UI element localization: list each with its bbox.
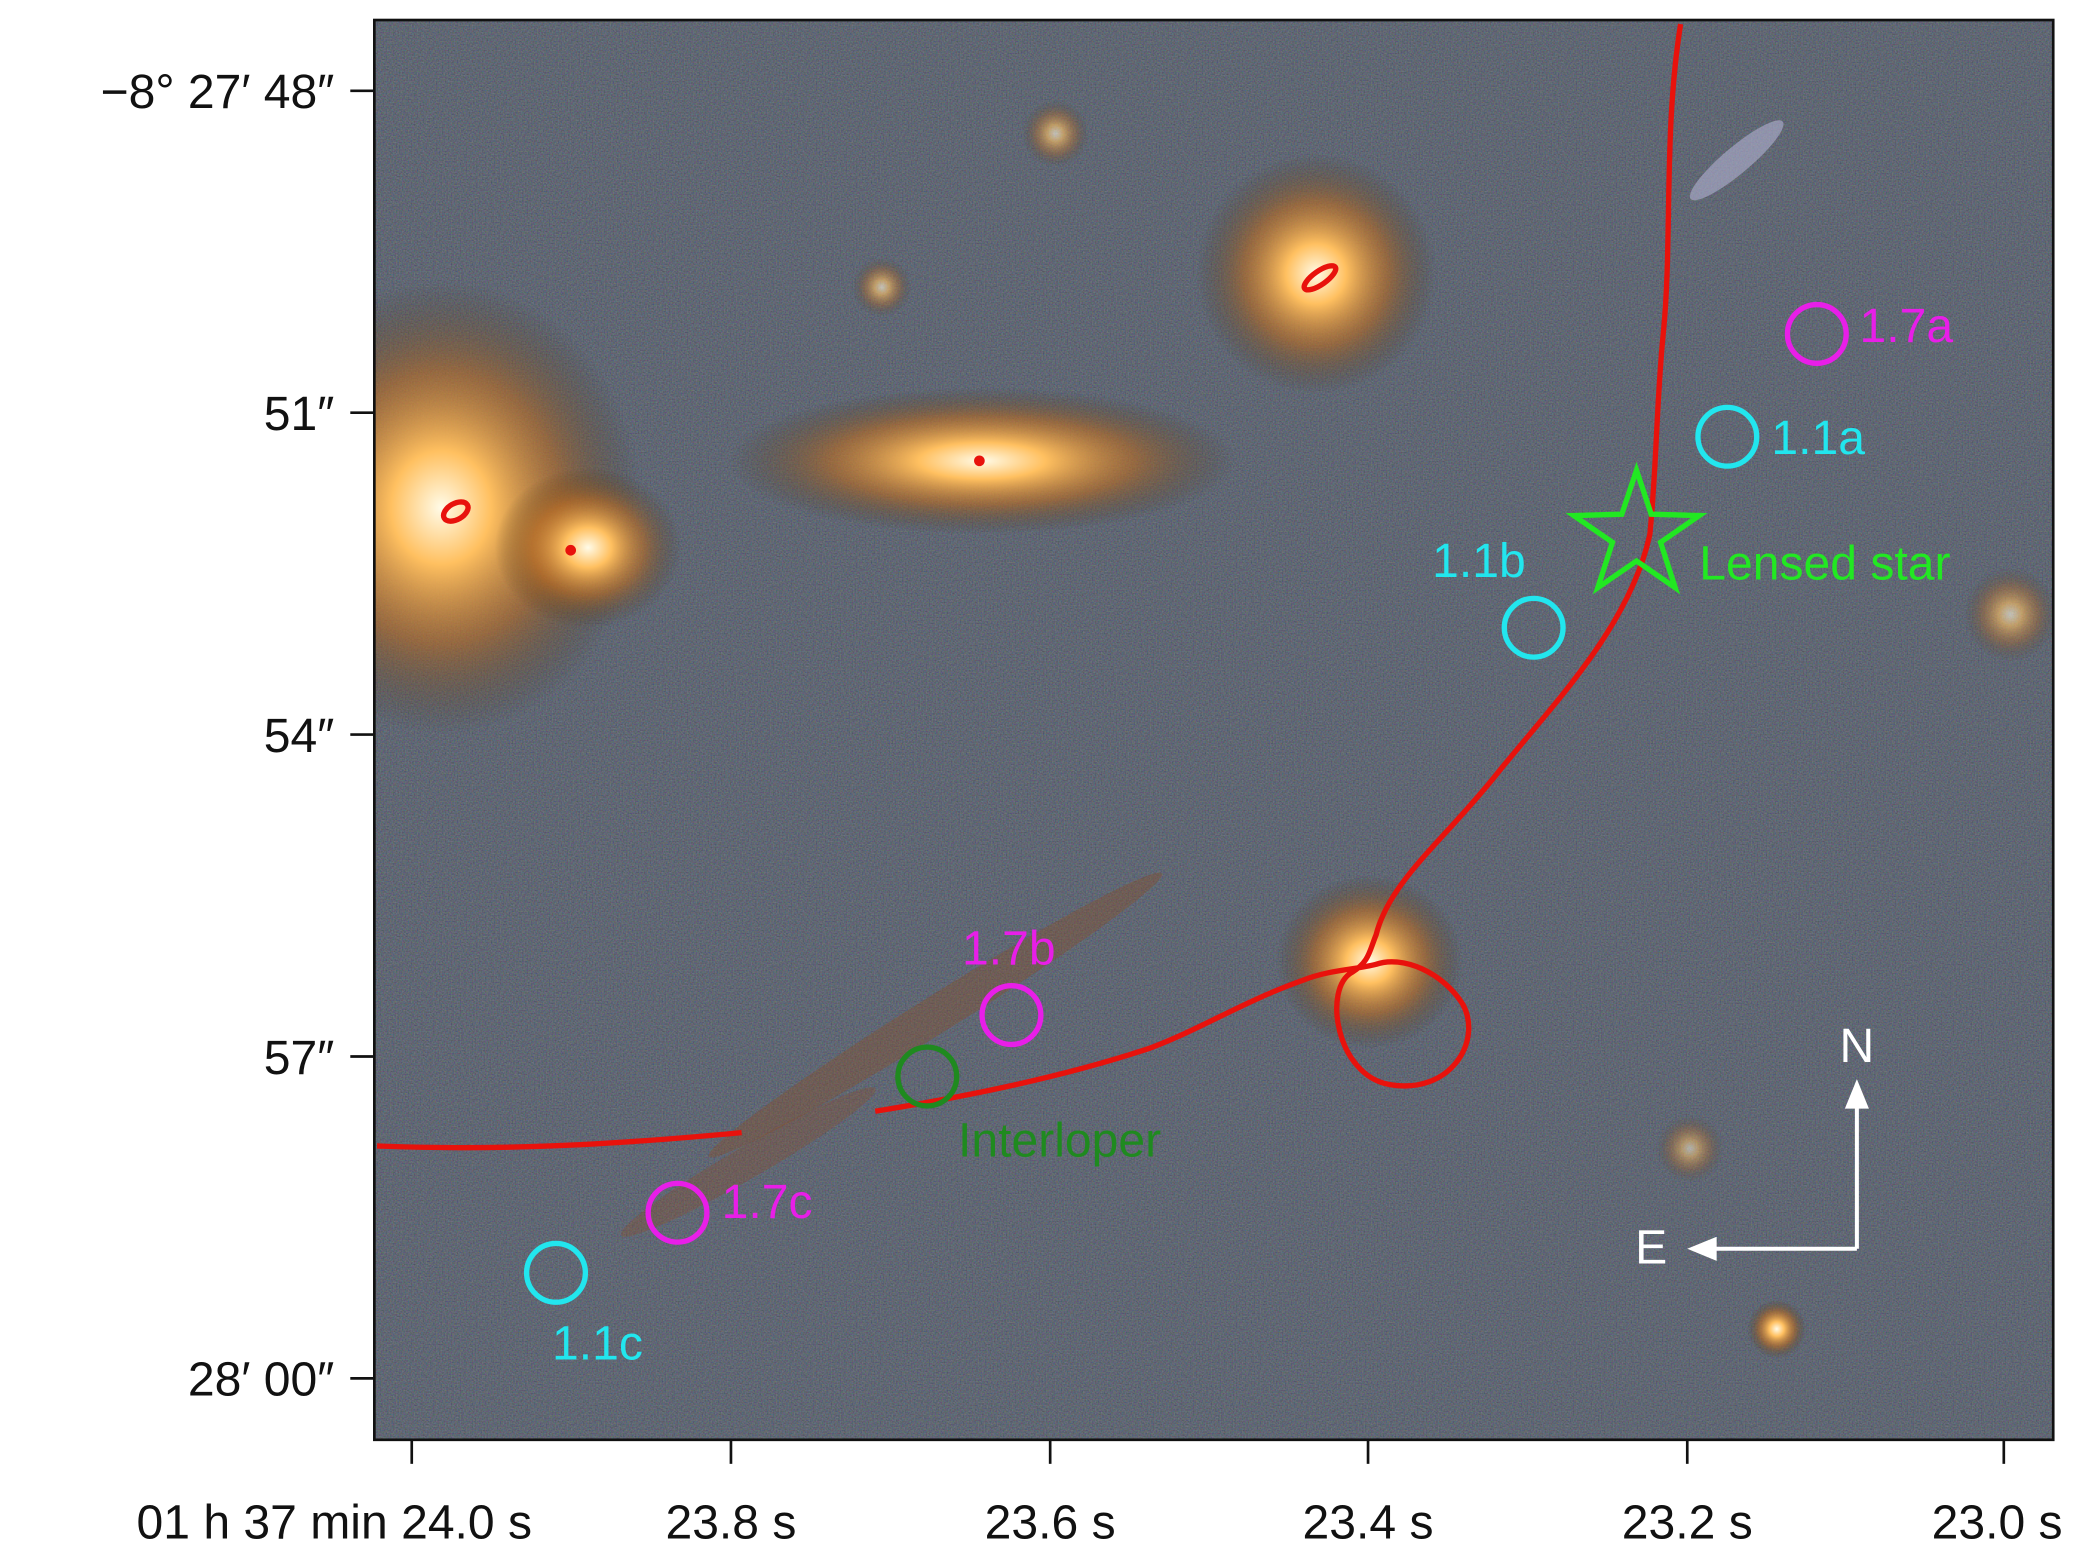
curve-loop bbox=[977, 458, 982, 463]
compass-label: N bbox=[1840, 1019, 1875, 1073]
galaxy bbox=[852, 258, 911, 317]
x-tick-label: 23.6 s bbox=[985, 1496, 1116, 1550]
galaxy bbox=[1747, 1300, 1806, 1359]
compass-label: E bbox=[1635, 1220, 1667, 1274]
page: −8° 27′ 48″ 51″ 54″ 57″ 28′ 00″ 01 h 37 … bbox=[0, 0, 2095, 1556]
y-tick-label: 28′ 00″ bbox=[188, 1353, 334, 1407]
galaxy bbox=[495, 467, 682, 627]
figure: −8° 27′ 48″ 51″ 54″ 57″ 28′ 00″ 01 h 37 … bbox=[0, 0, 2095, 1556]
x-tick-label: 01 h 37 min 24.0 s bbox=[136, 1496, 532, 1550]
label: Lensed star bbox=[1699, 537, 1950, 591]
y-tick-label: 57″ bbox=[264, 1031, 335, 1085]
galaxy bbox=[1964, 568, 2057, 661]
x-ticks bbox=[412, 1440, 2004, 1464]
galaxy bbox=[1657, 1115, 1724, 1182]
galaxy bbox=[1022, 100, 1089, 167]
label: 1.7a bbox=[1860, 299, 1954, 353]
y-ticks bbox=[350, 91, 374, 1379]
label: 1.1a bbox=[1771, 411, 1865, 465]
x-tick-label: 23.0 s bbox=[1932, 1496, 2063, 1550]
x-tick-label: 23.2 s bbox=[1622, 1496, 1753, 1550]
x-tick-label: 23.8 s bbox=[665, 1496, 796, 1550]
label: 1.1b bbox=[1432, 534, 1526, 588]
label: 1.1c bbox=[552, 1317, 643, 1371]
label: Interloper bbox=[958, 1114, 1161, 1168]
sky-image bbox=[241, 20, 2057, 1440]
y-tick-label: 54″ bbox=[264, 709, 335, 763]
label: 1.7c bbox=[722, 1175, 813, 1229]
y-tick-label: 51″ bbox=[264, 387, 335, 441]
label: 1.7b bbox=[962, 921, 1056, 975]
x-tick-label: 23.4 s bbox=[1303, 1496, 1434, 1550]
y-tick-label: −8° 27′ 48″ bbox=[101, 65, 335, 119]
galaxy bbox=[1276, 875, 1463, 1049]
curve-loop bbox=[568, 548, 573, 553]
